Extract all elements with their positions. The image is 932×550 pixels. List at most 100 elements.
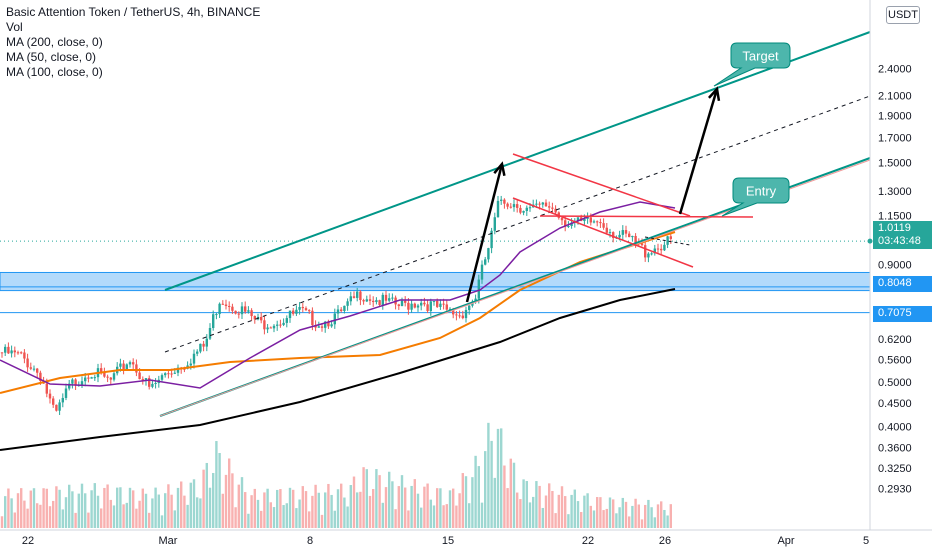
volume-bar [368, 495, 372, 528]
volume-bar [314, 484, 317, 528]
volume-bar [621, 497, 624, 528]
time-tick-label-6: Apr [777, 535, 794, 547]
volume-bar [176, 487, 180, 528]
flag-upper-line [512, 153, 691, 217]
volume-bar [583, 495, 586, 528]
candle-body [16, 352, 20, 354]
volume-bar [135, 508, 138, 528]
volume-bar [205, 462, 208, 528]
price-tick-label-9: 0.5600 [878, 354, 912, 366]
candle-body [570, 222, 573, 226]
volume-bar [119, 487, 122, 528]
legend-symbol-title[interactable]: Basic Attention Token / TetherUS, 4h, BI… [6, 5, 261, 19]
candle-body [311, 310, 314, 326]
candle-body [202, 343, 205, 347]
candle-body [372, 300, 375, 303]
candle-body [253, 316, 256, 320]
candle-body [285, 318, 288, 323]
candle-body [29, 367, 32, 369]
volume-bar [311, 495, 314, 528]
volume-bar [320, 514, 324, 528]
legend-ma50[interactable]: MA (50, close, 0) [6, 50, 97, 64]
candle-body [519, 207, 522, 213]
volume-bar [407, 510, 410, 528]
candle-body [407, 302, 410, 310]
candle-body [397, 304, 400, 307]
candle-body [151, 383, 154, 387]
candle-body [68, 383, 71, 389]
candle-body [125, 364, 128, 371]
candle-body [362, 300, 365, 302]
candle-body [93, 377, 96, 379]
candle-body [64, 388, 68, 398]
candle-body [596, 221, 599, 223]
time-axis[interactable]: 22 Mar 8 15 22 26 Apr 5 [0, 529, 932, 547]
volume-bar [260, 510, 263, 528]
volume-bar [413, 479, 416, 528]
volume-bar [324, 492, 327, 528]
last-price-dot [867, 238, 873, 244]
candle-body [276, 324, 279, 326]
volume-bar [356, 492, 359, 528]
candle-body [592, 221, 596, 223]
volume-bar [378, 475, 381, 528]
candle-body [269, 327, 272, 329]
candle-body [621, 230, 624, 235]
volume-bar [608, 497, 612, 528]
candle-body [45, 383, 48, 394]
candle-body [381, 294, 384, 306]
volume-bar [263, 492, 266, 528]
volume-bar [128, 487, 132, 528]
currency-button[interactable]: USDT [886, 6, 920, 24]
legend-vol[interactable]: Vol [6, 20, 23, 34]
volume-bar [276, 489, 279, 528]
candle-body [410, 303, 413, 310]
volume-bar [666, 515, 669, 528]
volume-bar [304, 491, 308, 528]
candle-body [167, 373, 170, 375]
candle-body [538, 203, 541, 205]
time-tick-label-7: 5 [863, 535, 869, 547]
candle-body [183, 368, 186, 370]
candle-body [141, 379, 144, 381]
volume-bar [186, 504, 189, 528]
price-axis[interactable]: 2.4000 2.1000 1.9000 1.7000 1.5000 1.3000 1.15… [867, 0, 932, 530]
price-tick-label-1: 2.1000 [878, 90, 912, 102]
candle-body [647, 253, 650, 258]
legend-ma100[interactable]: MA (100, close, 0) [6, 65, 103, 79]
volume-bar [231, 473, 234, 528]
candle-body [480, 264, 484, 280]
time-tick-label-4: 22 [582, 535, 594, 547]
candle-body [320, 326, 324, 328]
volume-bar [164, 493, 167, 528]
target-callout: Target [713, 42, 791, 87]
legend-ma200[interactable]: MA (200, close, 0) [6, 35, 103, 49]
candle-body [55, 404, 58, 411]
volume-bar [570, 494, 573, 528]
candle-body [298, 306, 301, 310]
volume-bar [426, 483, 429, 528]
candle-body [13, 350, 16, 353]
candle-body [624, 230, 628, 234]
candle-body [375, 300, 378, 303]
candle-body [154, 383, 157, 385]
volume-bar [512, 462, 516, 528]
candle-body [164, 373, 167, 376]
entry-callout: Entry [721, 177, 790, 217]
volume-bar [349, 485, 352, 528]
candle-body [474, 298, 477, 302]
candle-body [423, 302, 426, 305]
volume-bar [640, 519, 644, 528]
volume-bar [340, 483, 343, 528]
price-tick-label-12: 0.4000 [878, 422, 912, 434]
candle-body [528, 207, 532, 209]
candle-body [663, 244, 666, 251]
volume-bar [157, 494, 160, 528]
candle-body [23, 352, 26, 359]
candle-body [100, 368, 103, 372]
candle-body [26, 358, 29, 368]
volume-bar [436, 488, 439, 528]
price-tick-label-14: 0.3250 [878, 463, 912, 475]
candle-body [260, 316, 263, 321]
